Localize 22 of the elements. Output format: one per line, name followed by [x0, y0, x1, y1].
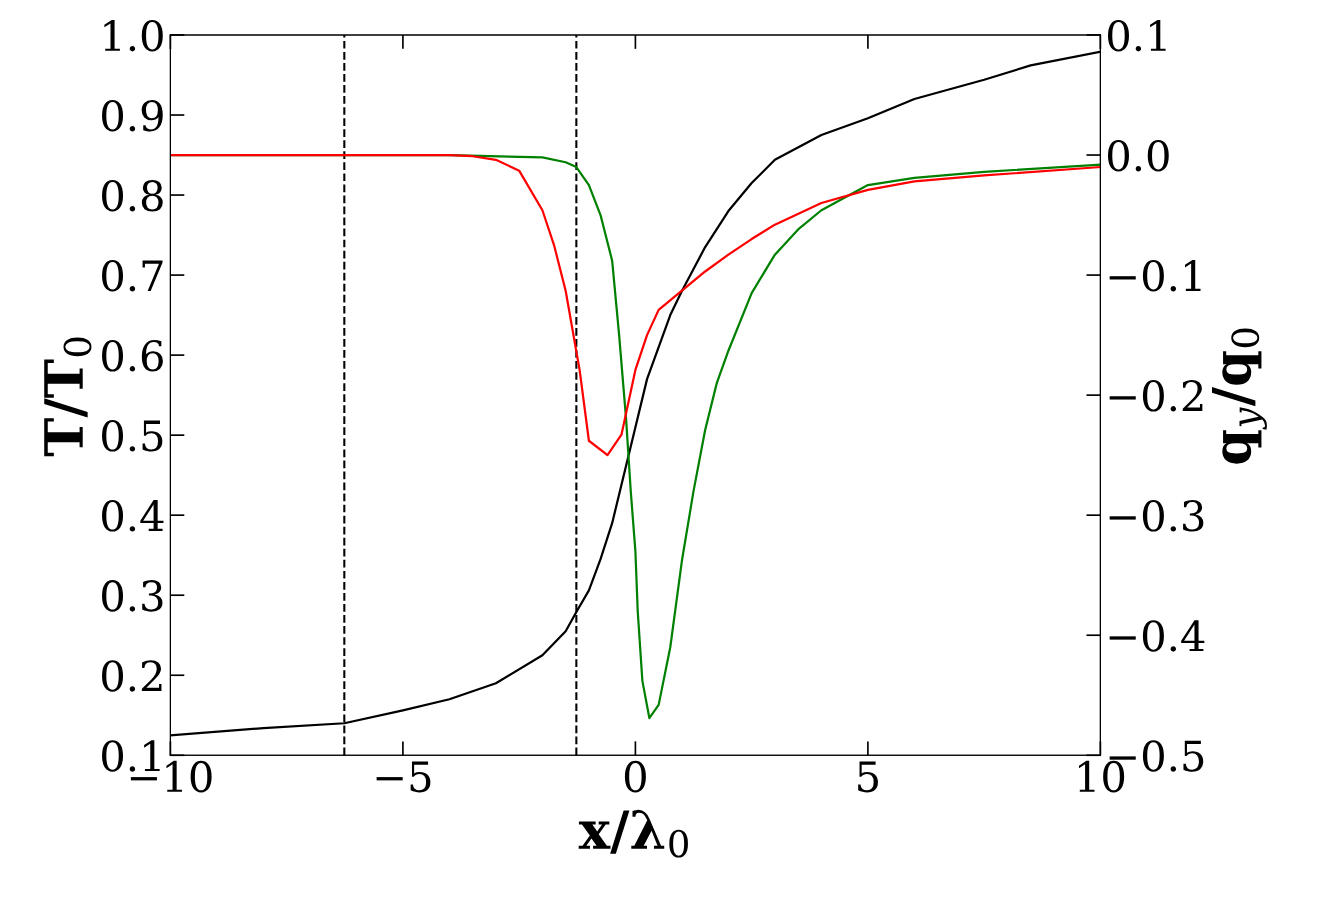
y2-tick-label: 0.0: [1108, 139, 1169, 172]
y2-tick-label: −0.4: [1109, 620, 1205, 652]
y2-tick-label: −0.3: [1109, 500, 1204, 532]
y-tick-label: 0.2: [102, 660, 162, 692]
y2-tick-label: 0.1: [1108, 19, 1166, 52]
y2-tick-label: −0.1: [1109, 259, 1201, 292]
y2-axis-title: q$_{y}$/q$_{0}$: [1211, 328, 1267, 464]
line-series: [170, 153, 1101, 457]
y-tick-label: 0.7: [102, 259, 163, 292]
y-tick-label: 0.6: [102, 340, 163, 372]
y-tick-label: 0.3: [102, 580, 163, 612]
y-tick-label: 0.4: [102, 500, 164, 532]
x-axis-title: x/λ$_{0}$: [578, 809, 688, 858]
x-tick-label: −5: [376, 761, 431, 793]
y-tick-label: 0.9: [102, 99, 163, 132]
y-tick-label: 0.5: [102, 420, 163, 452]
y2-tick-label: −0.2: [1109, 380, 1203, 412]
y-tick-label: 1.0: [104, 19, 163, 52]
y-axis-title: T/T$_{0}$: [44, 337, 92, 457]
x-tick-label: 5: [858, 761, 878, 793]
x-tick-label: 0: [624, 760, 646, 793]
y-tick-label: 0.8: [102, 179, 163, 212]
